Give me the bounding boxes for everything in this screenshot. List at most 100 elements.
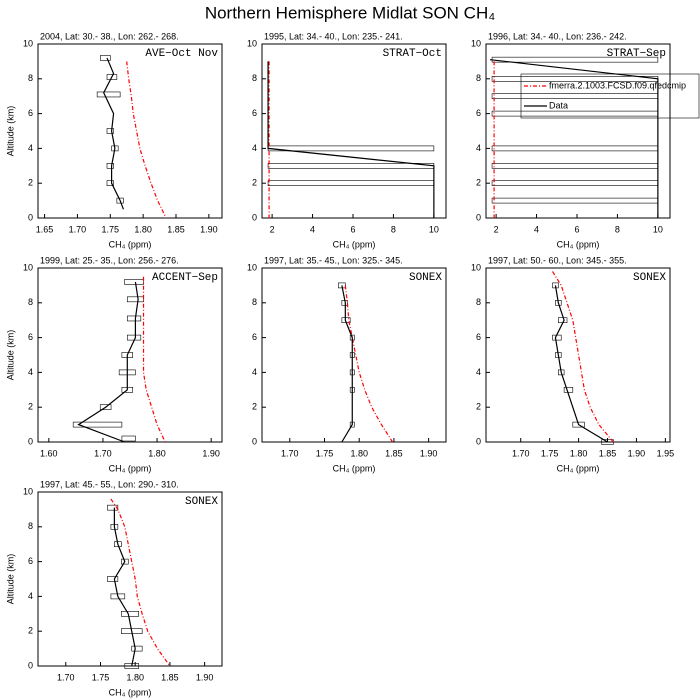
y-tick-label: 8 xyxy=(476,297,481,307)
annotation: SONEX xyxy=(633,272,666,284)
legend-frame xyxy=(520,73,700,119)
y-tick-label: 2 xyxy=(476,178,481,188)
plot-frame xyxy=(485,267,671,443)
panel-title: 1997, Lat: 50.- 60., Lon: 345.- 355. xyxy=(488,255,627,265)
panel-title: 1995, Lat: 34.- 40., Lon: 235.- 241. xyxy=(264,31,403,41)
annotation: SONEX xyxy=(409,272,442,284)
x-tick-label: 2 xyxy=(270,224,275,234)
range-box xyxy=(107,576,119,582)
range-box xyxy=(121,610,139,617)
profile-line xyxy=(103,57,124,210)
y-tick-label: 0 xyxy=(28,660,33,670)
x-tick-label: 10 xyxy=(653,224,663,234)
range-box xyxy=(121,435,136,442)
x-axis-label: CH₄ (ppm) xyxy=(109,687,152,697)
y-tick-label: 4 xyxy=(28,591,33,601)
y-tick-label: 8 xyxy=(476,73,481,83)
x-tick-label: 1.75 xyxy=(316,448,334,458)
y-tick-label: 2 xyxy=(476,402,481,412)
profile-line xyxy=(113,507,136,667)
x-axis-label: CH₄ (ppm) xyxy=(109,463,152,473)
x-tick-label: 1.70 xyxy=(69,224,87,234)
range-box xyxy=(100,55,111,61)
range-box xyxy=(126,315,142,322)
y-tick-label: 0 xyxy=(28,212,33,222)
y-tick-label: 0 xyxy=(476,436,481,446)
profile-line xyxy=(344,285,394,443)
x-tick-label: 1.90 xyxy=(420,448,438,458)
y-tick-label: 0 xyxy=(252,436,257,446)
profile-line xyxy=(554,285,608,443)
range-box xyxy=(491,197,659,204)
profile-line xyxy=(142,276,166,443)
y-tick-label: 2 xyxy=(252,178,257,188)
x-axis-label: CH₄ (ppm) xyxy=(333,239,376,249)
y-axis-label: Altitude (km) xyxy=(5,554,15,605)
annotation: SONEX xyxy=(185,496,218,508)
legend-label: Data xyxy=(549,100,568,110)
x-tick-label: 1.70 xyxy=(512,448,530,458)
y-tick-label: 0 xyxy=(252,212,257,222)
y-tick-label: 2 xyxy=(28,626,33,636)
y-tick-label: 10 xyxy=(471,38,481,48)
range-box xyxy=(491,145,659,152)
y-tick-label: 10 xyxy=(471,262,481,272)
x-tick-label: 1.85 xyxy=(167,224,185,234)
x-tick-label: 1.80 xyxy=(570,448,588,458)
y-tick-label: 8 xyxy=(28,521,33,531)
range-box xyxy=(601,439,614,445)
range-box xyxy=(106,74,118,80)
x-tick-label: 4 xyxy=(310,224,315,234)
y-axis-label: Altitude (km) xyxy=(5,106,15,157)
y-tick-label: 10 xyxy=(247,262,257,272)
x-tick-label: 1.85 xyxy=(161,672,179,682)
y-tick-label: 8 xyxy=(252,297,257,307)
x-tick-label: 2 xyxy=(494,224,499,234)
page-title: Northern Hemisphere Midlat SON CH₄ xyxy=(205,3,495,22)
x-tick-label: 1.65 xyxy=(36,224,54,234)
y-tick-label: 6 xyxy=(252,108,257,118)
y-tick-label: 2 xyxy=(28,402,33,412)
annotation: AVE−Oct Nov xyxy=(145,48,218,60)
plot-frame xyxy=(261,267,447,443)
range-box xyxy=(563,386,574,393)
panel-title: 1999, Lat: 25.- 35., Lon: 256.- 276. xyxy=(40,255,179,265)
y-tick-label: 2 xyxy=(28,178,33,188)
profile-line xyxy=(341,285,353,443)
y-tick-label: 0 xyxy=(28,436,33,446)
x-tick-label: 1.95 xyxy=(657,448,675,458)
legend-label: fmerra.2.1003.FCSD.f09.qfedcmip xyxy=(549,80,686,90)
y-tick-label: 4 xyxy=(28,367,33,377)
profile-line xyxy=(489,59,659,218)
range-box xyxy=(121,558,129,565)
x-tick-label: 1.80 xyxy=(350,448,368,458)
range-box xyxy=(106,128,114,134)
profile-line xyxy=(552,271,614,443)
y-tick-label: 6 xyxy=(476,108,481,118)
plot-frame xyxy=(261,43,447,219)
x-tick-label: 1.75 xyxy=(92,672,110,682)
plot-frame xyxy=(37,491,223,667)
panel-title: 2004, Lat: 30.- 38., Lon: 262.- 268. xyxy=(40,31,179,41)
y-tick-label: 4 xyxy=(476,367,481,377)
range-box xyxy=(99,404,112,411)
panel-title: 1997, Lat: 35.- 45., Lon: 325.- 345. xyxy=(264,255,403,265)
x-axis-label: CH₄ (ppm) xyxy=(333,463,376,473)
x-tick-label: 1.75 xyxy=(541,448,559,458)
y-tick-label: 8 xyxy=(28,297,33,307)
x-tick-label: 1.90 xyxy=(196,672,214,682)
range-box xyxy=(124,279,144,285)
y-tick-label: 8 xyxy=(252,73,257,83)
x-axis-label: CH₄ (ppm) xyxy=(557,463,600,473)
profile-line xyxy=(267,61,435,218)
x-tick-label: 8 xyxy=(391,224,396,234)
range-box xyxy=(267,163,435,169)
range-box xyxy=(491,163,659,169)
range-box xyxy=(107,504,119,511)
plot-frame xyxy=(37,267,223,443)
y-tick-label: 4 xyxy=(252,143,257,153)
annotation: ACCENT−Sep xyxy=(152,272,218,284)
x-tick-label: 1.70 xyxy=(281,448,299,458)
x-tick-label: 4 xyxy=(534,224,539,234)
